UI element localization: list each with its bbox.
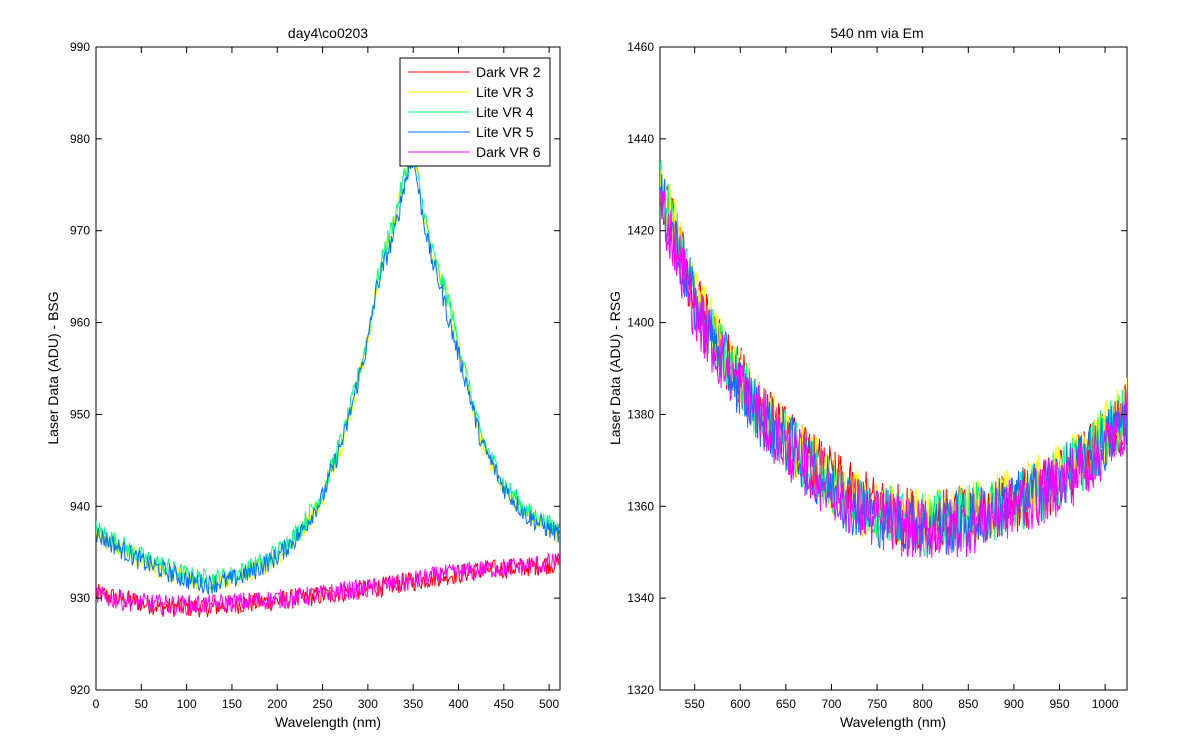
legend-label: Dark VR 2	[476, 64, 541, 80]
y-tick-label: 1320	[627, 683, 654, 697]
x-tick-label: 850	[958, 697, 978, 711]
legend: Dark VR 2 Lite VR 3 Lite VR 4 Lite VR 5 Dark…	[399, 57, 551, 167]
x-axis-label: Wavelength (nm)	[275, 714, 381, 730]
x-axis-label: Wavelength (nm)	[840, 714, 946, 730]
chart-rsg: 540 nm via Em 550 600 650 700 750 800 850 900 95…	[607, 25, 1128, 730]
x-tick-label: 300	[358, 697, 378, 711]
x-tick-label: 700	[821, 697, 841, 711]
y-tick-label: 980	[70, 132, 90, 146]
y-tick-label: 990	[70, 40, 90, 54]
legend-label: Lite VR 4	[476, 104, 534, 120]
y-tick-label: 940	[70, 499, 90, 513]
y-tick-label: 1440	[627, 132, 654, 146]
y-tick-label: 920	[70, 683, 90, 697]
x-tick-label: 250	[313, 697, 333, 711]
x-tick-label: 950	[1049, 697, 1069, 711]
y-tick-label: 970	[70, 224, 90, 238]
x-tick-label: 0	[93, 697, 100, 711]
x-tick-label: 350	[403, 697, 423, 711]
y-axis-label: Laser Data (ADU) - BSG	[45, 291, 61, 444]
tick-layer: 0 50 100 150 200 250 300 350 400 450 500 920 930 940 9…	[70, 40, 560, 711]
y-tick-label: 950	[70, 407, 90, 421]
x-tick-label: 750	[867, 697, 887, 711]
x-tick-label: 600	[730, 697, 750, 711]
chart-title: 540 nm via Em	[830, 25, 923, 41]
y-tick-label: 1380	[627, 407, 654, 421]
series-line-5	[660, 189, 1127, 559]
y-tick-label: 1420	[627, 224, 654, 238]
x-tick-label: 900	[1004, 697, 1024, 711]
legend-label: Dark VR 6	[476, 144, 541, 160]
legend-label: Lite VR 3	[476, 84, 534, 100]
y-tick-label: 1460	[627, 40, 654, 54]
chart-title: day4\co0203	[288, 25, 368, 41]
series-layer	[660, 160, 1127, 559]
x-tick-label: 500	[539, 697, 559, 711]
y-tick-label: 1340	[627, 591, 654, 605]
x-tick-label: 450	[494, 697, 514, 711]
tick-layer: 550 600 650 700 750 800 850 900 950 1000 1320 1340 1…	[627, 40, 1127, 711]
y-tick-label: 960	[70, 316, 90, 330]
x-tick-label: 1000	[1092, 697, 1119, 711]
x-tick-label: 50	[135, 697, 149, 711]
series-layer	[96, 145, 560, 618]
legend-label: Lite VR 5	[476, 124, 534, 140]
series-line-4	[96, 157, 560, 595]
y-tick-label: 1400	[627, 316, 654, 330]
x-tick-label: 400	[448, 697, 468, 711]
x-tick-label: 200	[267, 697, 287, 711]
chart-bsg: day4\co0203 0 50 100 150 200 250 300 350 400 450 5…	[45, 25, 561, 730]
x-tick-label: 150	[222, 697, 242, 711]
y-tick-label: 930	[70, 591, 90, 605]
x-tick-label: 650	[776, 697, 796, 711]
x-tick-label: 800	[913, 697, 933, 711]
y-axis-label: Laser Data (ADU) - RSG	[607, 291, 623, 445]
x-tick-label: 550	[685, 697, 705, 711]
series-line-5	[96, 551, 560, 616]
x-tick-label: 100	[177, 697, 197, 711]
y-tick-label: 1360	[627, 499, 654, 513]
